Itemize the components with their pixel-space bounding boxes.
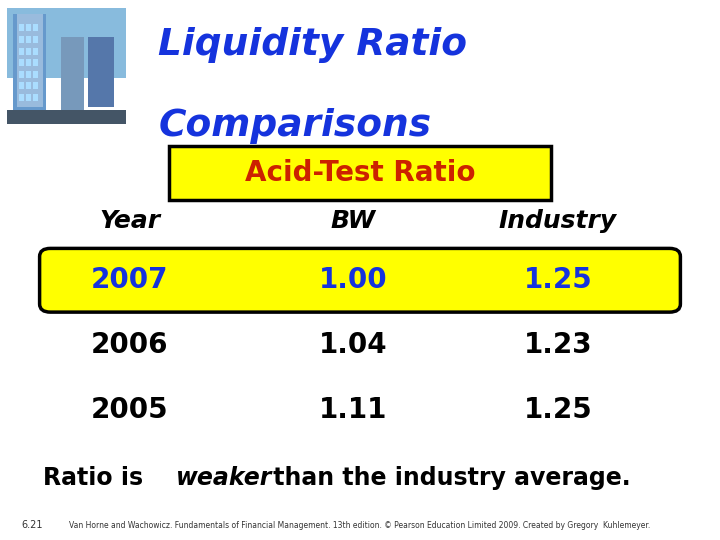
Bar	[19, 48, 24, 55]
Text: Ratio is: Ratio is	[43, 466, 152, 490]
Text: Year: Year	[99, 210, 160, 233]
Text: 2005: 2005	[91, 396, 168, 424]
Bar	[26, 71, 31, 78]
Bar	[7, 110, 126, 124]
Bar	[26, 59, 31, 66]
Text: 1.11: 1.11	[319, 396, 387, 424]
FancyBboxPatch shape	[169, 146, 551, 200]
Bar	[26, 83, 31, 89]
Text: weaker: weaker	[176, 466, 273, 490]
Text: 1.04: 1.04	[318, 331, 387, 359]
Text: 1.23: 1.23	[523, 331, 593, 359]
Text: 1.25: 1.25	[523, 266, 593, 294]
Text: Van Horne and Wachowicz. Fundamentals of Financial Management. 13th edition. © P: Van Horne and Wachowicz. Fundamentals of…	[69, 521, 651, 530]
Bar	[60, 37, 84, 118]
Bar	[88, 37, 114, 107]
Bar	[13, 14, 46, 112]
Bar	[26, 24, 31, 31]
Text: BW: BW	[330, 210, 375, 233]
Bar	[17, 14, 43, 107]
Text: Industry: Industry	[499, 210, 617, 233]
Bar	[33, 94, 38, 101]
Bar	[19, 94, 24, 101]
Bar	[33, 59, 38, 66]
Bar	[26, 36, 31, 43]
Bar	[19, 71, 24, 78]
FancyBboxPatch shape	[40, 248, 680, 312]
Bar	[7, 8, 126, 78]
Text: 1.00: 1.00	[318, 266, 387, 294]
Bar	[33, 48, 38, 55]
Text: than the industry average.: than the industry average.	[265, 466, 631, 490]
Text: 1.25: 1.25	[523, 396, 593, 424]
Text: Liquidity Ratio: Liquidity Ratio	[158, 27, 467, 63]
Text: Comparisons: Comparisons	[158, 108, 431, 144]
Text: 2006: 2006	[91, 331, 168, 359]
Bar	[26, 48, 31, 55]
Bar	[33, 24, 38, 31]
Bar	[26, 94, 31, 101]
Text: Acid-Test Ratio: Acid-Test Ratio	[245, 159, 475, 187]
Text: 2007: 2007	[91, 266, 168, 294]
Bar	[19, 83, 24, 89]
Bar	[33, 83, 38, 89]
Text: 6.21: 6.21	[22, 520, 43, 530]
Bar	[33, 36, 38, 43]
Bar	[19, 24, 24, 31]
Bar	[19, 59, 24, 66]
Bar	[33, 71, 38, 78]
Bar	[19, 36, 24, 43]
